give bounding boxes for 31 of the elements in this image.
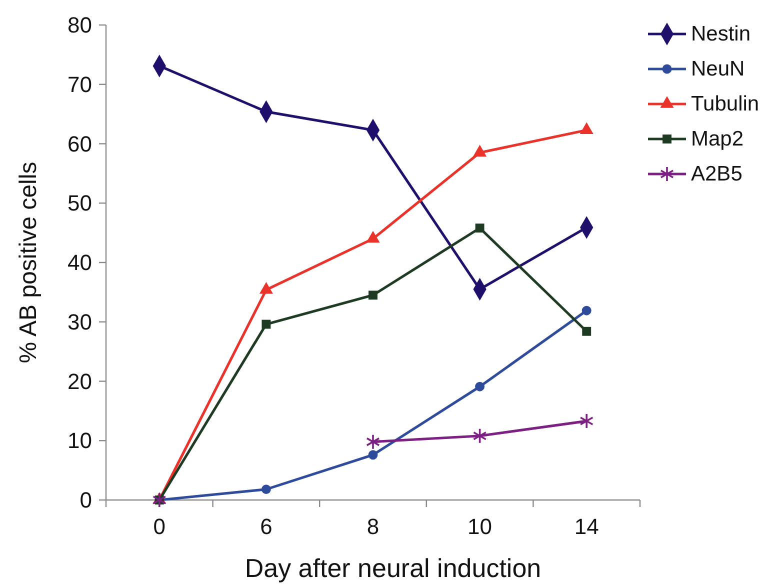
point [582, 306, 592, 316]
y-tick-label: 40 [68, 250, 92, 275]
point [261, 484, 271, 494]
y-tick-label: 10 [68, 428, 92, 454]
point [582, 326, 592, 336]
point [262, 320, 271, 329]
point [368, 450, 378, 460]
x-tick-label: 10 [468, 514, 492, 539]
point [368, 290, 378, 300]
y-tick-label: 60 [68, 131, 92, 156]
y-tick-label: 20 [68, 368, 92, 394]
x-tick-label: 6 [260, 514, 272, 539]
x-tick-label: 0 [153, 514, 166, 539]
y-tick-label: 0 [80, 488, 92, 512]
legend-label: A2B5 [691, 162, 742, 186]
legend-label: Nestin [691, 22, 751, 46]
point [366, 434, 380, 449]
legend-label: NeuN [691, 58, 745, 80]
y-axis-title: % AB positive cells [15, 162, 42, 364]
x-axis-title: Day after neural induction [244, 553, 542, 583]
legend-label: Map2 [691, 128, 744, 150]
point [475, 382, 485, 392]
y-tick-label: 30 [68, 309, 92, 334]
x-tick-label: 8 [366, 514, 380, 539]
point [580, 414, 594, 428]
y-tick-label: 80 [68, 12, 92, 38]
y-tick-label: 50 [68, 190, 92, 216]
point [475, 224, 484, 233]
y-tick-label: 70 [68, 72, 92, 97]
legend-label: Tubulin [691, 92, 760, 116]
x-tick-label: 14 [574, 514, 599, 539]
